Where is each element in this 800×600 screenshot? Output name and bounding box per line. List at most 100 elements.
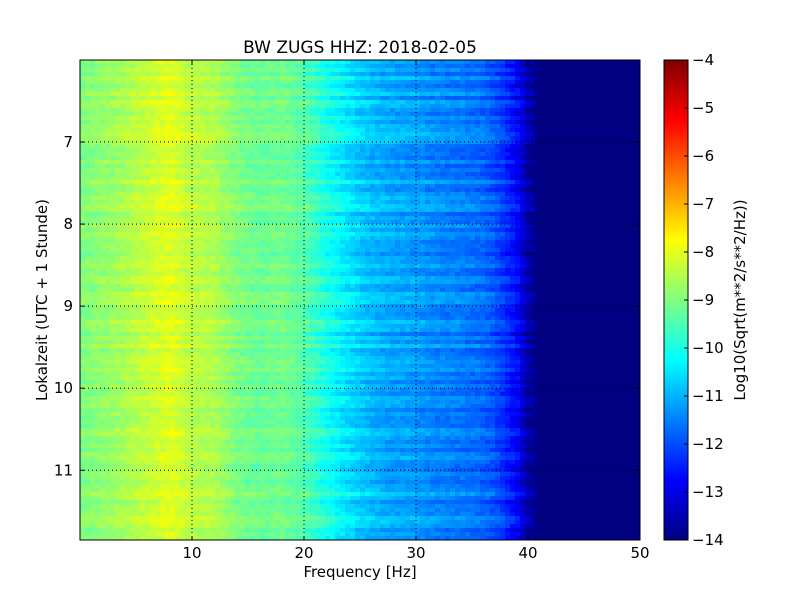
heatmap-cell: [320, 60, 326, 65]
heatmap-cell: [225, 116, 231, 121]
heatmap-cell: [145, 120, 151, 125]
heatmap-cell: [320, 92, 326, 97]
heatmap-cell: [505, 100, 511, 105]
heatmap-cell: [475, 128, 481, 133]
heatmap-cell: [545, 160, 551, 165]
heatmap-cell: [400, 144, 406, 149]
heatmap-cell: [525, 140, 531, 145]
heatmap-cell: [255, 168, 261, 173]
heatmap-cell: [575, 68, 581, 73]
heatmap-cell: [385, 236, 391, 241]
heatmap-cell: [530, 128, 536, 133]
heatmap-cell: [340, 148, 346, 153]
heatmap-cell: [270, 72, 276, 77]
heatmap-cell: [185, 136, 191, 141]
heatmap-cell: [615, 148, 621, 153]
heatmap-cell: [240, 116, 246, 121]
heatmap-cell: [160, 112, 166, 117]
heatmap-cell: [330, 116, 336, 121]
heatmap-cell: [535, 184, 541, 189]
heatmap-cell: [455, 212, 461, 217]
heatmap-cell: [445, 132, 451, 137]
heatmap-cell: [575, 64, 581, 69]
heatmap-cell: [480, 80, 486, 85]
heatmap-cell: [495, 88, 501, 93]
heatmap-cell: [435, 96, 441, 101]
heatmap-cell: [430, 96, 436, 101]
heatmap-cell: [205, 172, 211, 177]
heatmap-cell: [525, 172, 531, 177]
heatmap-cell: [115, 188, 121, 193]
heatmap-cell: [440, 60, 446, 65]
heatmap-cell: [395, 92, 401, 97]
heatmap-cell: [350, 124, 356, 129]
heatmap-cell: [475, 84, 481, 89]
heatmap-cell: [355, 88, 361, 93]
heatmap-cell: [455, 132, 461, 137]
heatmap-cell: [325, 160, 331, 165]
heatmap-cell: [80, 104, 86, 109]
heatmap-cell: [175, 200, 181, 205]
heatmap-cell: [115, 108, 121, 113]
heatmap-cell: [85, 236, 91, 241]
heatmap-cell: [210, 64, 216, 69]
heatmap-cell: [225, 64, 231, 69]
heatmap-cell: [225, 76, 231, 81]
heatmap-cell: [265, 176, 271, 181]
heatmap-cell: [150, 216, 156, 221]
heatmap-cell: [320, 172, 326, 177]
heatmap-cell: [450, 96, 456, 101]
heatmap-cell: [535, 68, 541, 73]
heatmap-cell: [210, 116, 216, 121]
heatmap-cell: [130, 188, 136, 193]
heatmap-cell: [200, 120, 206, 125]
heatmap-cell: [265, 104, 271, 109]
heatmap-cell: [215, 224, 221, 229]
heatmap-cell: [605, 232, 611, 237]
heatmap-cell: [450, 120, 456, 125]
heatmap-cell: [85, 92, 91, 97]
heatmap-cell: [495, 116, 501, 121]
heatmap-cell: [630, 80, 636, 85]
heatmap-cell: [265, 180, 271, 185]
heatmap-cell: [405, 72, 411, 77]
heatmap-cell: [315, 112, 321, 117]
heatmap-cell: [335, 92, 341, 97]
heatmap-cell: [225, 160, 231, 165]
heatmap-cell: [375, 168, 381, 173]
heatmap-cell: [425, 176, 431, 181]
heatmap-cell: [635, 208, 640, 213]
heatmap-cell: [595, 136, 601, 141]
heatmap-cell: [525, 160, 531, 165]
heatmap-cell: [120, 164, 126, 169]
heatmap-cell: [80, 148, 86, 153]
heatmap-cell: [105, 156, 111, 161]
heatmap-cell: [440, 80, 446, 85]
heatmap-cell: [620, 192, 626, 197]
heatmap-cell: [405, 100, 411, 105]
heatmap-cell: [110, 236, 116, 241]
heatmap-cell: [265, 152, 271, 157]
heatmap-cell: [255, 68, 261, 73]
heatmap-cell: [600, 172, 606, 177]
heatmap-cell: [465, 64, 471, 69]
heatmap-cell: [295, 180, 301, 185]
heatmap-cell: [510, 96, 516, 101]
heatmap-cell: [430, 120, 436, 125]
heatmap-cell: [545, 176, 551, 181]
heatmap-cell: [395, 64, 401, 69]
heatmap-cell: [585, 148, 591, 153]
heatmap-cell: [235, 208, 241, 213]
heatmap-cell: [575, 84, 581, 89]
heatmap-cell: [195, 124, 201, 129]
heatmap-cell: [350, 200, 356, 205]
heatmap-cell: [575, 76, 581, 81]
heatmap-cell: [595, 92, 601, 97]
heatmap-cell: [215, 92, 221, 97]
heatmap-cell: [360, 128, 366, 133]
heatmap-cell: [85, 152, 91, 157]
heatmap-cell: [420, 104, 426, 109]
heatmap-cell: [545, 100, 551, 105]
heatmap-cell: [425, 128, 431, 133]
heatmap-cell: [610, 216, 616, 221]
